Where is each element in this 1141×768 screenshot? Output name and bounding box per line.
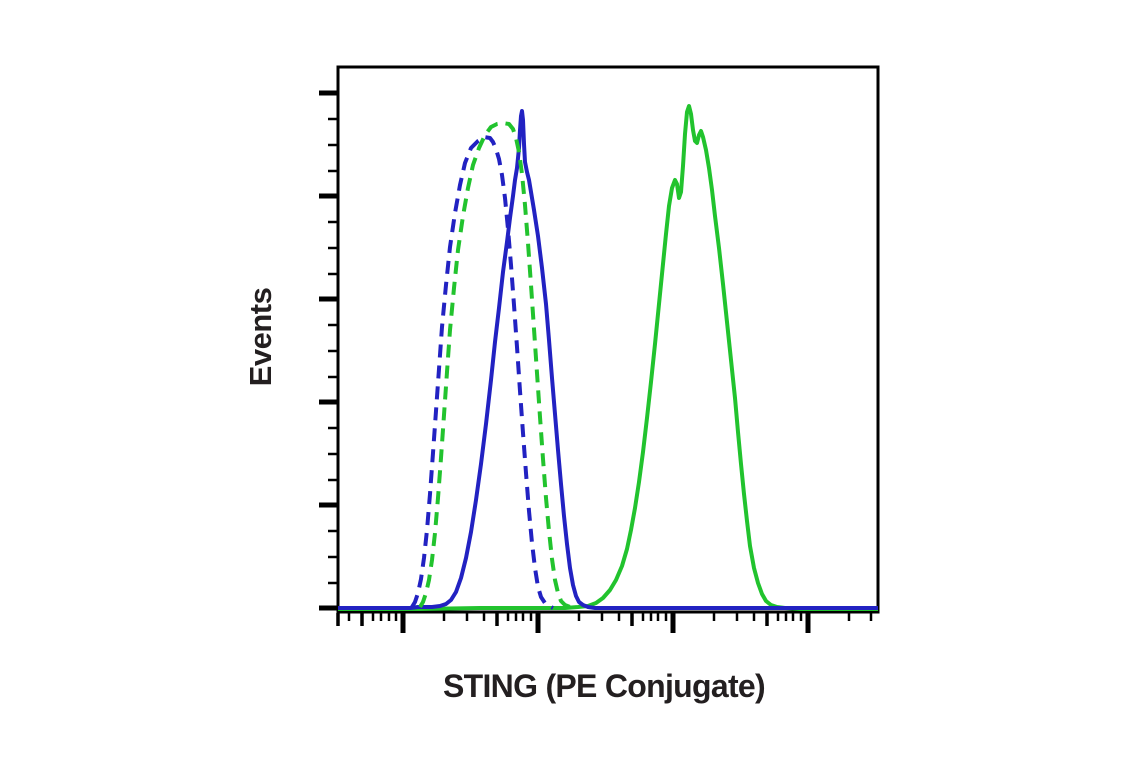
- green-dashed-curve: [418, 121, 571, 609]
- blue-solid-curve: [338, 109, 878, 610]
- green-solid-curve: [338, 104, 878, 611]
- plot-border: [336, 65, 880, 614]
- blue-dashed-curve: [410, 135, 554, 610]
- y-axis-label: Events: [243, 287, 278, 387]
- x-axis-label: STING (PE Conjugate): [442, 668, 766, 704]
